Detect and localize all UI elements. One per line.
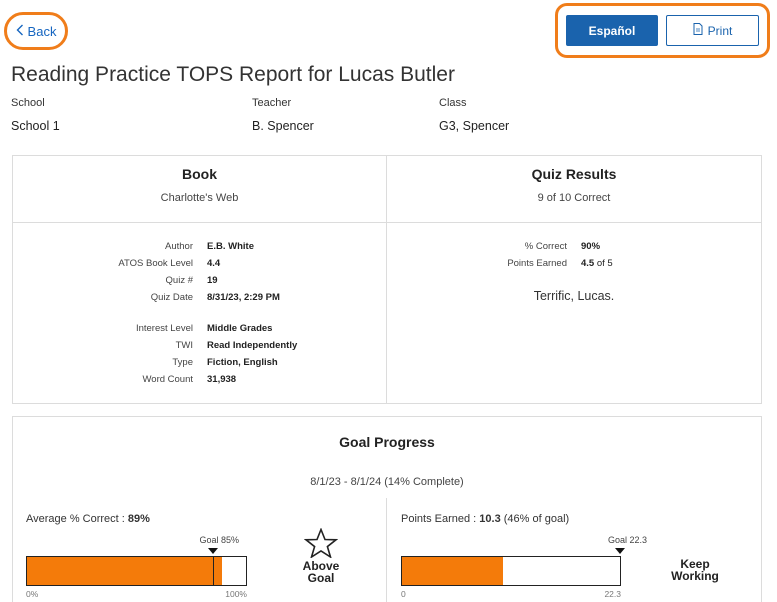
print-button[interactable]: Print — [666, 15, 759, 46]
avg-axis-max: 100% — [225, 589, 247, 599]
book-section: Book Charlotte's Web Author E.B. White AT… — [13, 156, 387, 403]
points-earned-bar-fill — [402, 557, 503, 585]
keep-working-status: Keep Working — [659, 558, 731, 582]
book-quiz-card: Book Charlotte's Web Author E.B. White AT… — [12, 155, 762, 404]
points-goal-target-label: Goal 22.3 — [607, 535, 647, 545]
book-detail-row: Type Fiction, English — [13, 354, 297, 371]
class-label: Class — [439, 97, 467, 109]
teacher-label: Teacher — [252, 97, 292, 109]
percent-correct-value: 90% — [581, 241, 601, 252]
book-detail-row: Quiz # 19 — [13, 272, 280, 289]
points-goal-label: Points Earned : 10.3 (46% of goal) — [401, 513, 569, 525]
points-goal-suffix: (46% of goal) — [500, 513, 570, 525]
actions-highlight: Español Print — [555, 3, 770, 58]
avg-goal-label: Goal 85% — [199, 535, 239, 545]
quiz-detail-row: % Correct 90% — [387, 238, 613, 255]
school-label: School — [11, 97, 45, 109]
quiz-heading: Quiz Results — [531, 166, 617, 182]
status-line-1: Keep — [680, 557, 710, 571]
class-value: G3, Spencer — [439, 119, 510, 133]
book-title: Charlotte's Web — [160, 192, 239, 204]
school-meta: School School 1 — [11, 97, 60, 133]
quiz-header: Quiz Results 9 of 10 Correct — [387, 156, 761, 223]
goal-range: 8/1/23 - 8/1/24 (14% Complete) — [310, 476, 464, 488]
avg-correct-bar — [26, 556, 247, 586]
detail-value: 4.4 — [207, 258, 221, 269]
book-detail-row: Word Count 31,938 — [13, 371, 297, 388]
page-title: Reading Practice TOPS Report for Lucas B… — [11, 63, 455, 86]
avg-axis-min: 0% — [26, 589, 39, 599]
points-earned-bar — [401, 556, 621, 586]
detail-value: 19 — [207, 275, 218, 286]
points-of: of 5 — [596, 258, 613, 269]
detail-label: TWI — [175, 340, 193, 351]
avg-correct-value: 89% — [127, 513, 150, 525]
book-detail-row: Quiz Date 8/31/23, 2:29 PM — [13, 289, 280, 306]
print-label: Print — [707, 23, 733, 38]
quiz-details: % Correct 90% Points Earned 4.5 of 5 — [387, 238, 613, 272]
detail-label: Quiz # — [165, 275, 193, 286]
teacher-value: B. Spencer — [252, 119, 314, 133]
print-document-icon — [693, 23, 703, 38]
goal-progress-card: Goal Progress 8/1/23 - 8/1/24 (14% Compl… — [12, 416, 762, 602]
above-goal-status: Above Goal — [289, 528, 353, 584]
goal-divider — [386, 498, 387, 602]
avg-correct-prefix: Average % Correct : — [26, 513, 128, 525]
points-axis-min: 0 — [401, 589, 406, 599]
detail-value: Middle Grades — [207, 323, 273, 334]
book-detail-row: TWI Read Independently — [13, 337, 298, 354]
detail-value: Read Independently — [207, 340, 298, 351]
class-meta: Class G3, Spencer — [439, 97, 509, 133]
detail-value: Fiction, English — [207, 357, 278, 368]
book-detail-row: Interest Level Middle Grades — [13, 320, 297, 337]
quiz-summary: 9 of 10 Correct — [537, 192, 611, 204]
detail-label: Quiz Date — [150, 292, 193, 303]
detail-value: 31,938 — [207, 374, 237, 385]
quiz-message: Terrific, Lucas. — [533, 289, 615, 303]
book-details: Author E.B. White ATOS Book Level 4.4 Quiz… — [13, 238, 280, 306]
detail-value: 8/31/23, 2:29 PM — [207, 292, 280, 303]
avg-goal-tick — [213, 557, 215, 585]
book-details-extra: Interest Level Middle Grades TWI Read Inde… — [13, 320, 297, 388]
detail-value: E.B. White — [207, 241, 254, 252]
avg-correct-label: Average % Correct : 89% — [26, 513, 150, 525]
back-link[interactable]: Back — [16, 23, 57, 39]
book-header: Book Charlotte's Web — [13, 156, 386, 223]
detail-label: Type — [172, 357, 193, 368]
book-heading: Book — [182, 166, 217, 182]
detail-label: Author — [165, 241, 193, 252]
book-detail-row: ATOS Book Level 4.4 — [13, 255, 280, 272]
points-goal-marker — [615, 548, 625, 554]
quiz-section: Quiz Results 9 of 10 Correct % Correct 90… — [387, 156, 761, 403]
detail-label: Interest Level — [135, 323, 193, 334]
school-value: School 1 — [11, 119, 60, 133]
status-line-2: Goal — [307, 571, 335, 585]
points-axis-max: 22.3 — [604, 589, 621, 599]
quiz-detail-row: Points Earned 4.5 of 5 — [387, 255, 613, 272]
teacher-meta: Teacher B. Spencer — [252, 97, 314, 133]
detail-label: ATOS Book Level — [118, 258, 193, 269]
avg-goal-marker — [208, 548, 219, 554]
status-line-2: Working — [671, 569, 719, 583]
status-line-1: Above — [302, 559, 340, 573]
detail-label: Word Count — [142, 374, 193, 385]
points-earned-value: 4.5 of 5 — [581, 255, 613, 272]
points-goal-prefix: Points Earned : — [401, 513, 480, 525]
points-goal-value: 10.3 — [479, 513, 501, 525]
percent-correct-label: % Correct — [524, 241, 567, 252]
espanol-button[interactable]: Español — [566, 15, 658, 46]
points-earned-label: Points Earned — [507, 258, 567, 269]
star-outline-icon — [304, 528, 338, 558]
back-highlight: Back — [4, 12, 68, 50]
chevron-left-icon — [16, 24, 24, 39]
back-label: Back — [27, 23, 57, 39]
points-value: 4.5 — [581, 258, 595, 269]
avg-correct-bar-fill — [27, 557, 222, 585]
goal-heading: Goal Progress — [339, 434, 435, 450]
book-detail-row: Author E.B. White — [13, 238, 280, 255]
